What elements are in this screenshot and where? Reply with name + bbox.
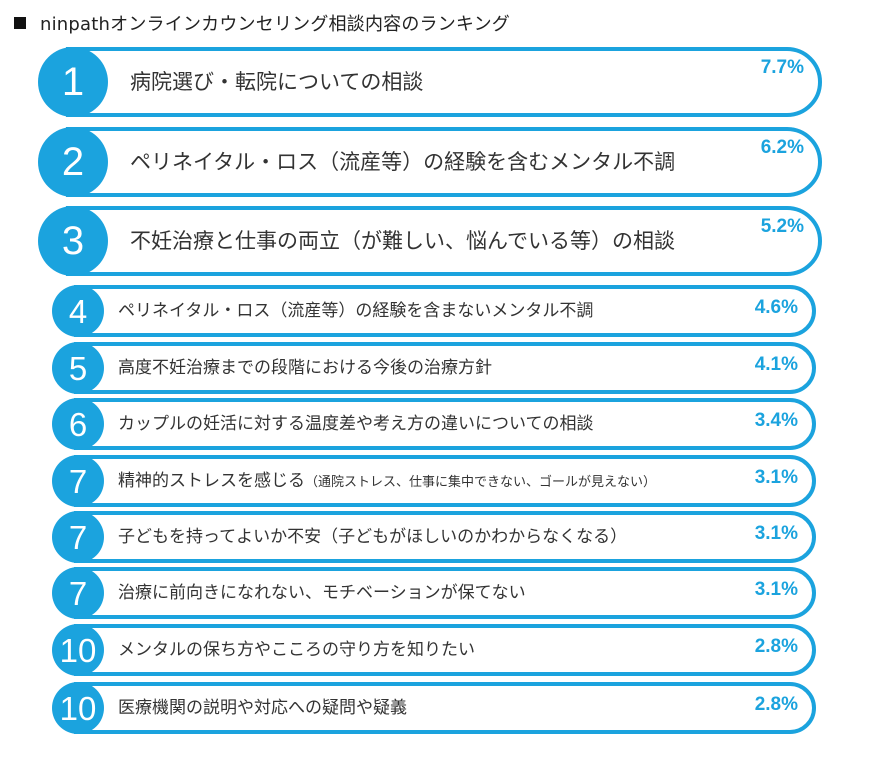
chart-title-row: ninpathオンラインカウンセリング相談内容のランキング bbox=[14, 8, 510, 38]
square-bullet-icon bbox=[14, 17, 26, 29]
ranking-value: 2.8% bbox=[754, 694, 798, 715]
ranking-row: 1 病院選び・転院についての相談 7.7% bbox=[38, 47, 822, 117]
ranking-label-text: ペリネイタル・ロス（流産等）の経験を含むメンタル不調 bbox=[130, 150, 676, 174]
ranking-label-text: 不妊治療と仕事の両立（が難しい、悩んでいる等）の相談 bbox=[130, 229, 675, 253]
ranking-value: 3.1% bbox=[754, 467, 798, 488]
ranking-row-frame bbox=[66, 47, 822, 117]
ranking-row-frame bbox=[66, 206, 822, 276]
rank-badge: 7 bbox=[52, 455, 104, 507]
rank-badge: 2 bbox=[38, 127, 108, 197]
rank-badge: 5 bbox=[52, 342, 104, 394]
ranking-label-text: ペリネイタル・ロス（流産等）の経験を含まないメンタル不調 bbox=[118, 301, 594, 321]
ranking-value: 3.1% bbox=[754, 523, 798, 544]
ranking-value: 4.1% bbox=[754, 354, 798, 375]
ranking-label-text: 治療に前向きになれない、モチベーションが保てない bbox=[118, 583, 526, 603]
ranking-row-frame bbox=[74, 682, 816, 734]
ranking-label: 不妊治療と仕事の両立（が難しい、悩んでいる等）の相談 bbox=[130, 206, 675, 276]
ranking-label: 子どもを持ってよいか不安（子どもがほしいのかわからなくなる） bbox=[118, 511, 627, 563]
ranking-label: 治療に前向きになれない、モチベーションが保てない bbox=[118, 567, 526, 619]
ranking-row: 5 高度不妊治療までの段階における今後の治療方針 4.1% bbox=[52, 342, 816, 394]
rank-badge: 3 bbox=[38, 206, 108, 276]
ranking-label: 病院選び・転院についての相談 bbox=[130, 47, 423, 117]
ranking-label-text: 病院選び・転院についての相談 bbox=[130, 70, 424, 94]
ranking-label-text: メンタルの保ち方やこころの守り方を知りたい bbox=[118, 640, 475, 660]
ranking-label: ペリネイタル・ロス（流産等）の経験を含むメンタル不調 bbox=[130, 127, 675, 197]
ranking-value: 2.8% bbox=[754, 636, 798, 657]
rank-badge: 10 bbox=[52, 682, 104, 734]
ranking-label: ペリネイタル・ロス（流産等）の経験を含まないメンタル不調 bbox=[118, 285, 593, 337]
ranking-label: カップルの妊活に対する温度差や考え方の違いについての相談 bbox=[118, 398, 594, 450]
ranking-value: 7.7% bbox=[760, 57, 804, 78]
ranking-row: 10 医療機関の説明や対応への疑問や疑義 2.8% bbox=[52, 682, 816, 734]
ranking-row-frame bbox=[74, 285, 816, 337]
ranking-row-frame bbox=[74, 511, 816, 563]
ranking-row: 2 ペリネイタル・ロス（流産等）の経験を含むメンタル不調 6.2% bbox=[38, 127, 822, 197]
ranking-label-text: 精神的ストレスを感じる bbox=[118, 471, 305, 491]
ranking-row: 7 治療に前向きになれない、モチベーションが保てない 3.1% bbox=[52, 567, 816, 619]
rank-badge: 4 bbox=[52, 285, 104, 337]
rank-badge: 1 bbox=[38, 47, 108, 117]
ranking-label: 精神的ストレスを感じる（通院ストレス、仕事に集中できない、ゴールが見えない） bbox=[118, 455, 656, 507]
ranking-row: 7 精神的ストレスを感じる（通院ストレス、仕事に集中できない、ゴールが見えない） 3… bbox=[52, 455, 816, 507]
ranking-row: 4 ペリネイタル・ロス（流産等）の経験を含まないメンタル不調 4.6% bbox=[52, 285, 816, 337]
ranking-label: 医療機関の説明や対応への疑問や疑義 bbox=[118, 682, 407, 734]
ranking-value: 3.1% bbox=[754, 579, 798, 600]
ranking-label-text: カップルの妊活に対する温度差や考え方の違いについての相談 bbox=[118, 414, 594, 434]
rank-badge: 10 bbox=[52, 624, 104, 676]
ranking-row: 6 カップルの妊活に対する温度差や考え方の違いについての相談 3.4% bbox=[52, 398, 816, 450]
ranking-value: 6.2% bbox=[760, 137, 804, 158]
ranking-row-frame bbox=[74, 567, 816, 619]
rank-badge: 6 bbox=[52, 398, 104, 450]
ranking-row: 7 子どもを持ってよいか不安（子どもがほしいのかわからなくなる） 3.1% bbox=[52, 511, 816, 563]
ranking-row-frame bbox=[74, 455, 816, 507]
ranking-label: 高度不妊治療までの段階における今後の治療方針 bbox=[118, 342, 492, 394]
ranking-label-text: 高度不妊治療までの段階における今後の治療方針 bbox=[118, 358, 492, 378]
chart-title: ninpathオンラインカウンセリング相談内容のランキング bbox=[40, 14, 510, 35]
ranking-value: 5.2% bbox=[760, 216, 804, 237]
rank-badge: 7 bbox=[52, 511, 104, 563]
ranking-row-frame bbox=[74, 342, 816, 394]
ranking-label-text: 医療機関の説明や対応への疑問や疑義 bbox=[118, 698, 407, 718]
ranking-row: 10 メンタルの保ち方やこころの守り方を知りたい 2.8% bbox=[52, 624, 816, 676]
ranking-label: メンタルの保ち方やこころの守り方を知りたい bbox=[118, 624, 475, 676]
ranking-value: 3.4% bbox=[754, 410, 798, 431]
ranking-row-frame bbox=[66, 127, 822, 197]
ranking-row-frame bbox=[74, 624, 816, 676]
ranking-label-note: （通院ストレス、仕事に集中できない、ゴールが見えない） bbox=[305, 475, 657, 490]
ranking-value: 4.6% bbox=[754, 297, 798, 318]
ranking-label-text: 子どもを持ってよいか不安（子どもがほしいのかわからなくなる） bbox=[118, 527, 628, 547]
ranking-row: 3 不妊治療と仕事の両立（が難しい、悩んでいる等）の相談 5.2% bbox=[38, 206, 822, 276]
rank-badge: 7 bbox=[52, 567, 104, 619]
ranking-row-frame bbox=[74, 398, 816, 450]
